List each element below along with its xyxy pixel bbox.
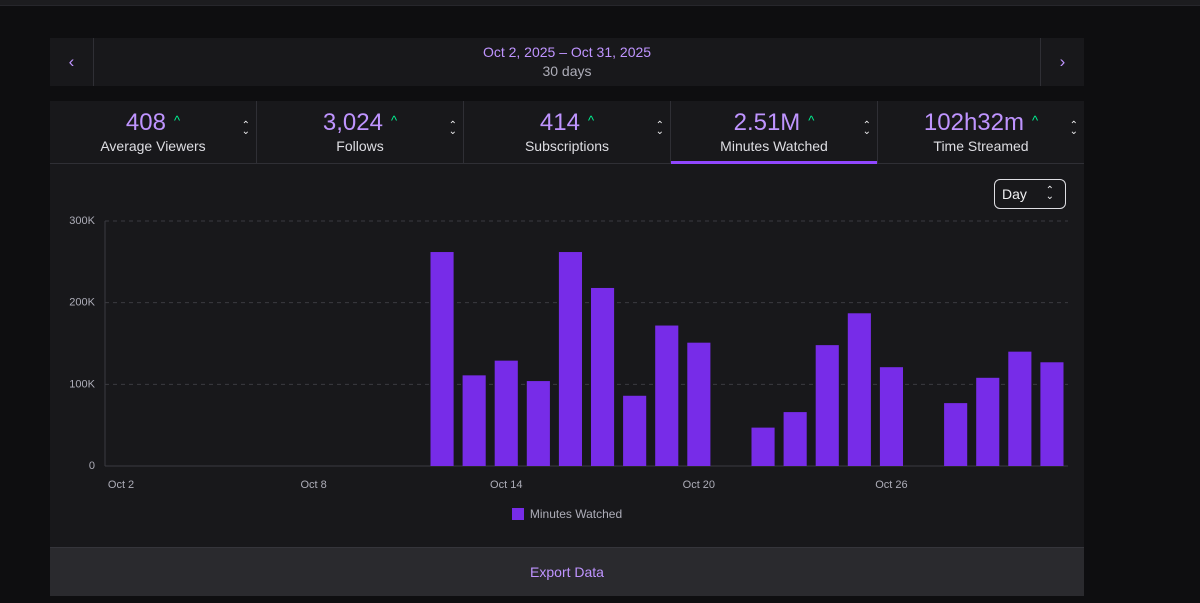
stat-tab-follows[interactable]: 3,024 ^ Follows ⌃ ⌄: [257, 101, 464, 163]
stat-label: Minutes Watched: [720, 138, 828, 154]
sort-icon[interactable]: ⌃ ⌄: [241, 120, 250, 137]
granularity-select[interactable]: Day ⌃ ⌄: [994, 179, 1066, 209]
stat-label: Time Streamed: [933, 138, 1029, 154]
legend-label: Minutes Watched: [529, 507, 623, 521]
stat-value: 414: [539, 109, 580, 136]
x-tick-label: Oct 20: [683, 479, 715, 491]
chart-bar: [751, 427, 775, 466]
minutes-watched-chart: 0 100K 200K 300K Oct 2 Oct 8 Oct 14 Oct 20 Oct 2…: [69, 215, 1068, 491]
sort-icon[interactable]: ⌃ ⌄: [862, 120, 871, 137]
trend-up-icon: ^: [173, 112, 181, 128]
legend-swatch: [511, 508, 524, 520]
stat-value: 2.51M: [733, 109, 801, 136]
chart-bar: [847, 313, 871, 466]
chart-bar: [558, 252, 583, 466]
chart-bar: [879, 367, 904, 466]
chart-bar: [590, 287, 615, 466]
chart-bar: [815, 345, 839, 466]
chart-legend: Minutes Watched: [50, 507, 1084, 521]
chart-bar: [687, 342, 711, 466]
stat-tab-subscriptions[interactable]: 414 ^ Subscriptions ⌃ ⌄: [464, 101, 671, 163]
sort-icon[interactable]: ⌃ ⌄: [655, 120, 664, 137]
y-tick-label: 300K: [69, 215, 95, 227]
stat-label: Follows: [336, 138, 384, 154]
chevron-left-icon: ‹: [68, 52, 75, 71]
stat-tab-average-viewers[interactable]: 408 ^ Average Viewers ⌃ ⌄: [50, 101, 257, 163]
chart-bar: [783, 412, 807, 466]
stat-tab-minutes-watched[interactable]: 2.51M ^ Minutes Watched ⌃ ⌄: [671, 101, 878, 164]
trend-up-icon: ^: [587, 112, 595, 128]
y-tick-label: 0: [89, 460, 95, 472]
x-tick-label: Oct 14: [490, 479, 522, 491]
export-data-button[interactable]: Export Data: [50, 547, 1084, 596]
export-data-label: Export Data: [530, 564, 604, 580]
chart-bar: [494, 360, 518, 466]
stat-label: Average Viewers: [100, 138, 206, 154]
chart-bar: [655, 325, 679, 466]
chart-bar: [1008, 351, 1032, 466]
chevron-right-icon: ›: [1059, 52, 1066, 71]
date-range-display: Oct 2, 2025 – Oct 31, 2025 30 days: [94, 38, 1040, 86]
chevron-up-down-icon: ⌃ ⌄: [1045, 185, 1054, 202]
y-tick-label: 200K: [69, 297, 95, 309]
stat-value: 102h32m: [923, 109, 1024, 136]
x-tick-label: Oct 8: [301, 479, 327, 491]
date-range-duration: 30 days: [542, 63, 592, 79]
sort-icon[interactable]: ⌃ ⌄: [1069, 120, 1078, 137]
sort-icon[interactable]: ⌃ ⌄: [448, 120, 457, 137]
trend-up-icon: ^: [808, 112, 815, 128]
trend-up-icon: ^: [1031, 112, 1039, 128]
date-range-bar: ‹ Oct 2, 2025 – Oct 31, 2025 30 days ›: [50, 38, 1084, 86]
stat-value: 408: [125, 109, 166, 136]
chart-bar: [976, 377, 1000, 466]
stat-tab-time-streamed[interactable]: 102h32m ^ Time Streamed ⌃ ⌄: [878, 101, 1084, 163]
next-period-button[interactable]: ›: [1040, 38, 1084, 86]
y-tick-label: 100K: [69, 378, 95, 390]
chart-bar: [526, 381, 550, 466]
previous-period-button[interactable]: ‹: [50, 38, 94, 86]
chart-bar: [462, 375, 486, 466]
trend-up-icon: ^: [390, 112, 398, 128]
stats-panel: 408 ^ Average Viewers ⌃ ⌄ 3,024 ^ Follows ⌃…: [50, 101, 1084, 596]
chart-bar: [944, 403, 968, 466]
stat-label: Subscriptions: [524, 138, 610, 154]
date-range-text: Oct 2, 2025 – Oct 31, 2025: [482, 44, 652, 60]
x-tick-label: Oct 26: [875, 479, 907, 491]
chart-bar: [430, 252, 454, 466]
stat-value: 3,024: [322, 109, 383, 136]
stats-tabs: 408 ^ Average Viewers ⌃ ⌄ 3,024 ^ Follows ⌃…: [50, 101, 1084, 164]
granularity-value: Day: [1002, 186, 1027, 202]
top-divider: [0, 0, 1200, 6]
chart-bar: [1040, 362, 1064, 466]
x-tick-label: Oct 2: [108, 479, 134, 491]
chart-bar: [623, 395, 647, 466]
